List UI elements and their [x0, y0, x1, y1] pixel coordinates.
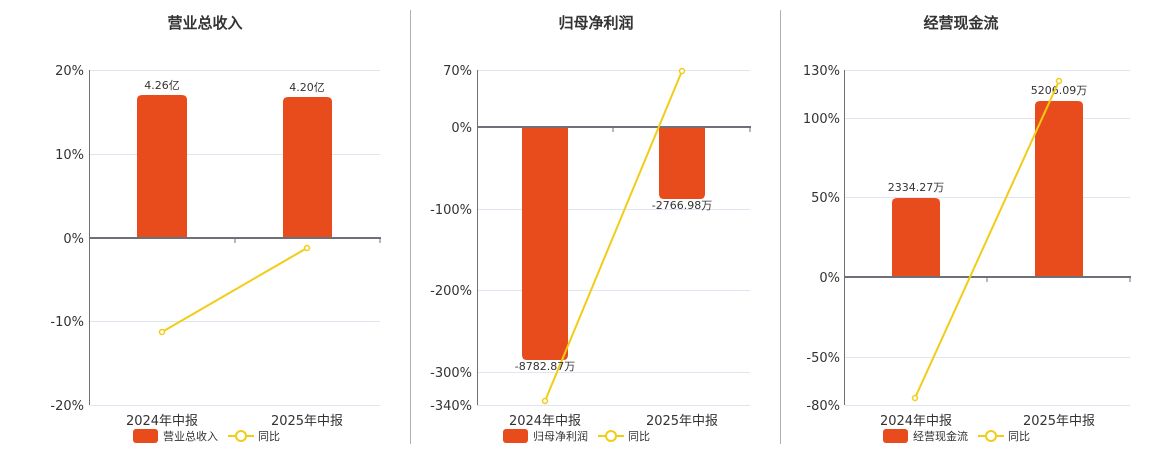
bar-2025[interactable] [659, 127, 705, 199]
y-tick: -340% [430, 399, 472, 414]
legend: 归母净利润 同比 [503, 427, 650, 445]
legend-bar-swatch[interactable] [503, 429, 528, 443]
y-tick: 20% [55, 64, 84, 79]
y-tick: 0% [451, 121, 472, 136]
bar-2024[interactable] [137, 95, 187, 238]
yoy-line [914, 80, 1060, 399]
y-tick: 70% [443, 64, 472, 79]
y-tick: -200% [430, 284, 472, 299]
y-tick: 10% [55, 148, 84, 163]
bar-data-label: -2766.98万 [652, 199, 712, 212]
x-category: 2024年中报 [126, 414, 198, 429]
panel-divider [410, 10, 411, 444]
legend-line-icon[interactable] [598, 429, 624, 443]
yoy-point[interactable] [541, 397, 549, 405]
chart-title: 归母净利润 [558, 14, 634, 32]
yoy-point[interactable] [1055, 77, 1063, 85]
y-tick: -10% [50, 315, 84, 330]
x-category: 2024年中报 [509, 414, 581, 429]
yoy-point[interactable] [678, 67, 686, 75]
legend-line-label[interactable]: 同比 [258, 430, 280, 443]
bar-2024[interactable] [892, 198, 940, 277]
yoy-line [544, 70, 683, 402]
legend-line-label[interactable]: 同比 [628, 430, 650, 443]
legend: 营业总收入 同比 [133, 427, 280, 445]
legend-bar-label[interactable]: 营业总收入 [163, 430, 218, 443]
bar-data-label: 5206.09万 [1031, 84, 1088, 97]
panel-divider [780, 10, 781, 444]
x-category: 2025年中报 [1023, 414, 1095, 429]
legend-bar-swatch[interactable] [883, 429, 908, 443]
y-tick: 0% [63, 232, 84, 247]
bar-2025[interactable] [1035, 101, 1083, 277]
y-tick: 0% [819, 271, 840, 286]
bar-data-label: 4.20亿 [289, 81, 325, 94]
chart-panel-revenue: 营业总收入 20% 10% 0% -10% -20% 4.26亿 4.20亿 2… [0, 0, 410, 450]
bar-2024[interactable] [522, 127, 568, 360]
y-tick: 130% [803, 64, 840, 79]
y-tick: -20% [50, 399, 84, 414]
legend-bar-label[interactable]: 经营现金流 [913, 430, 968, 443]
x-category: 2025年中报 [646, 414, 718, 429]
x-category: 2025年中报 [271, 414, 343, 429]
cash-flow-chart-plot: 130% 100% 50% 0% -50% -80% 2334.27万 5206… [803, 64, 1131, 429]
yoy-point[interactable] [158, 328, 166, 336]
revenue-chart-plot: 20% 10% 0% -10% -20% 4.26亿 4.20亿 2024年中报… [50, 64, 381, 429]
y-tick: -100% [430, 203, 472, 218]
legend-line-icon[interactable] [978, 429, 1004, 443]
legend: 经营现金流 同比 [883, 427, 1030, 445]
chart-title: 经营现金流 [923, 14, 999, 32]
bar-2025[interactable] [283, 97, 332, 238]
bar-data-label: 2334.27万 [888, 181, 945, 194]
chart-panel-net-profit: 归母净利润 [411, 0, 781, 450]
legend-line-label[interactable]: 同比 [1008, 430, 1030, 443]
chart-title: 营业总收入 [167, 14, 243, 32]
yoy-point[interactable] [911, 394, 919, 402]
gridlines [90, 70, 380, 406]
y-tick: -50% [806, 351, 840, 366]
legend-bar-label[interactable]: 归母净利润 [533, 430, 588, 443]
legend-bar-swatch[interactable] [133, 429, 158, 443]
y-tick: 50% [811, 191, 840, 206]
bar-data-label: -8782.87万 [515, 360, 575, 373]
yoy-point[interactable] [303, 244, 311, 252]
bar-data-label: 4.26亿 [144, 79, 180, 92]
y-tick: -80% [806, 399, 840, 414]
yoy-line [161, 247, 308, 333]
chart-panel-operating-cash-flow: 经营现金流 [781, 0, 1160, 450]
x-category: 2024年中报 [880, 414, 952, 429]
y-tick: 100% [803, 112, 840, 127]
y-tick: -300% [430, 366, 472, 381]
legend-line-icon[interactable] [228, 429, 254, 443]
